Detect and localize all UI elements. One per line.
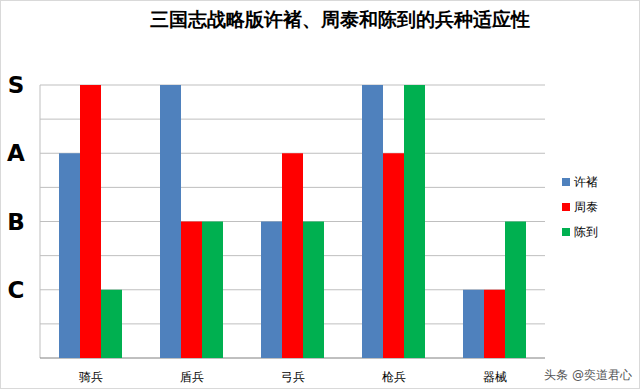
- title: 三国志战略版许褚、周泰和陈到的兵种适应性: [150, 8, 530, 30]
- bar: [282, 153, 303, 358]
- bars: [59, 85, 526, 358]
- y-tick-label: B: [7, 209, 25, 235]
- legend-swatch: [562, 178, 570, 186]
- bar: [160, 85, 181, 358]
- bar: [80, 85, 101, 358]
- bar: [463, 290, 484, 358]
- bar: [261, 222, 282, 359]
- y-tick-label: C: [8, 277, 25, 303]
- legend-label: 周泰: [574, 200, 598, 214]
- background: [1, 1, 640, 389]
- y-axis: [40, 85, 41, 358]
- x-tick-label: 弓兵: [281, 370, 305, 384]
- bar: [362, 85, 383, 358]
- legend-label: 许褚: [574, 175, 598, 189]
- legend-swatch: [562, 203, 570, 211]
- grid-line: [40, 85, 545, 86]
- y-tick-label: S: [8, 72, 25, 98]
- legend-swatch: [562, 228, 570, 236]
- x-tick-label: 器械: [483, 370, 507, 384]
- bar: [59, 153, 80, 358]
- bar: [202, 222, 223, 359]
- bar: [484, 290, 505, 358]
- watermark: 头条 @奕道君心: [544, 368, 632, 382]
- bar: [404, 85, 425, 358]
- minor-grid-line: [40, 119, 545, 120]
- bar: [505, 222, 526, 359]
- bar: [303, 222, 324, 359]
- y-tick-label: A: [7, 140, 25, 166]
- bar: [383, 153, 404, 358]
- legend-label: 陈到: [574, 225, 598, 239]
- x-tick-label: 枪兵: [382, 370, 406, 384]
- x-tick-label: 盾兵: [180, 370, 204, 384]
- x-tick-label: 骑兵: [79, 370, 103, 384]
- bar: [101, 290, 122, 358]
- chart: 三国志战略版许褚、周泰和陈到的兵种适应性 C B A S 骑兵 盾兵 弓兵 枪兵 器械 许褚周泰陈到…: [0, 0, 640, 389]
- bar: [181, 222, 202, 359]
